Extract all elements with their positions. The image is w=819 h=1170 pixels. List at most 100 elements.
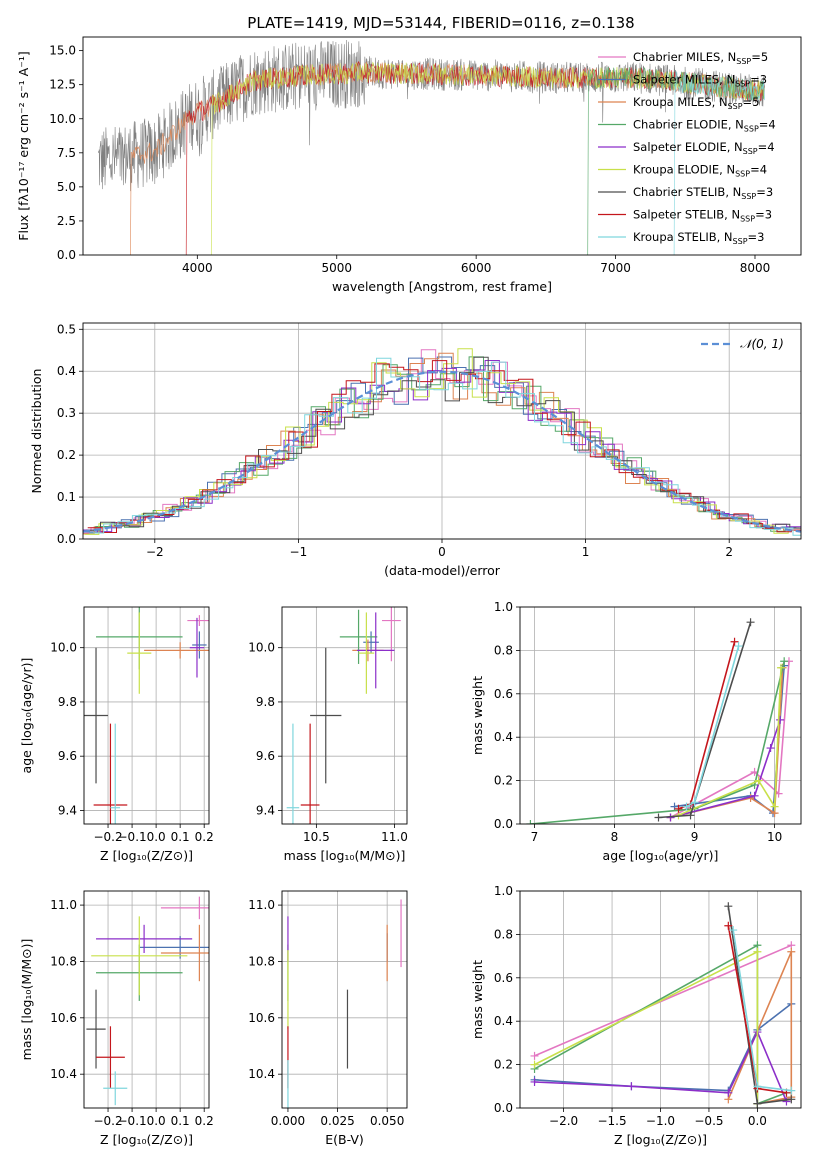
y-tick-label: 0.4 (494, 730, 513, 744)
model-spectrum (673, 71, 765, 255)
x-axis-label: mass [log₁₀(M/M⊙)] (284, 848, 406, 863)
x-tick-label: 8000 (740, 261, 771, 275)
y-tick-label: 2.5 (57, 214, 76, 228)
histogram-step (83, 360, 801, 533)
y-tick-label: 15.0 (49, 44, 76, 58)
x-tick-label: 0.2 (195, 1114, 214, 1128)
x-tick-label: −2 (146, 545, 164, 559)
x-axis-label: Z [log₁₀(Z/Z⊙)] (614, 1132, 707, 1147)
x-tick-label: 10.5 (303, 830, 330, 844)
weight-line (534, 944, 792, 1057)
legend-label: Salpeter ELODIE, NSSP=4 (633, 140, 775, 156)
weight-marker (670, 802, 679, 811)
x-tick-label: 6000 (461, 261, 492, 275)
weight-marker (780, 657, 789, 666)
panel-weight-age: 7 8 9 10 0.0 0.2 0.4 0.6 0.8 1.0 age [log₁₀(age/yr… (470, 600, 802, 863)
x-axis-label: (data-model)/error (384, 563, 501, 578)
panel-weight-z: −2.0 −1.5 −1.0 −0.5 0.0 0.0 0.2 0.4 0.6 0.8 1.0 Z [… (470, 884, 802, 1147)
y-tick-label: 0.4 (494, 1014, 513, 1028)
y-tick-label: 0.8 (494, 643, 513, 657)
weight-marker (674, 804, 683, 813)
panel-age-z: −0.2−0.1 0.0 0.1 0.2 9.4 9.6 9.8 10.0 Z [log₁₀(Z… (19, 606, 214, 863)
weight-marker (530, 1077, 539, 1086)
weight-marker (753, 947, 762, 956)
x-axis-label: Z [log₁₀(Z/Z⊙)] (100, 848, 193, 863)
legend-label: Chabrier MILES, NSSP=5 (633, 50, 768, 66)
error-bars (84, 607, 209, 824)
error-bars (287, 899, 402, 1108)
y-tick-label: 9.6 (256, 749, 275, 763)
x-tick-label: −0.1 (118, 1114, 147, 1128)
weight-marker (787, 1095, 796, 1104)
x-tick-label: 0 (438, 545, 446, 559)
model-spectrum (130, 61, 765, 255)
y-tick-label: 9.4 (58, 803, 77, 817)
x-tick-label: 0.0 (147, 830, 166, 844)
x-tick-label: −2.0 (549, 1114, 578, 1128)
y-tick-label: 11.0 (50, 898, 77, 912)
y-tick-label: 9.6 (58, 749, 77, 763)
x-tick-label: 1 (582, 545, 590, 559)
panel-mass-ebv: 0.000 0.025 0.050 10.4 10.6 10.8 11.0 E(B-V) (248, 890, 408, 1147)
panel-age-mass: 10.5 11.0 9.4 9.6 9.8 10.0 mass [log₁₀(M/M⊙)] (248, 606, 408, 863)
y-tick-label: 10.6 (50, 1011, 77, 1025)
grid (84, 891, 209, 1108)
x-tick-label: 9 (691, 830, 699, 844)
weight-lines (526, 618, 793, 824)
axes-frame (83, 890, 210, 1109)
y-tick-label: 9.4 (256, 803, 275, 817)
weight-marker (724, 902, 733, 911)
weight-marker (766, 744, 775, 753)
y-tick-label: 5.0 (57, 180, 76, 194)
weight-marker (750, 791, 759, 800)
weight-marker (787, 1086, 796, 1095)
legend-label: Chabrier STELIB, NSSP=3 (633, 185, 773, 201)
x-tick-label: −0.2 (93, 1114, 122, 1128)
x-tick-label: 7000 (600, 261, 631, 275)
legend-label: Kroupa MILES, NSSP=5 (633, 95, 759, 111)
axes-frame (281, 890, 408, 1109)
x-tick-label: 11.0 (381, 830, 408, 844)
panel-residuals: −2 −1 0 1 2 0.0 0.1 0.2 0.3 0.4 0.5 (data-model)/er… (29, 322, 802, 578)
x-axis-label: Z [log₁₀(Z/Z⊙)] (100, 1132, 193, 1147)
weight-marker (753, 1099, 762, 1108)
x-tick-label: −0.2 (93, 830, 122, 844)
y-tick-label: 0.3 (57, 406, 76, 420)
histogram-step (89, 357, 801, 536)
y-tick-label: 0.2 (494, 1058, 513, 1072)
x-axis-label: E(B-V) (325, 1132, 364, 1147)
weight-marker (753, 1082, 762, 1091)
legend: Chabrier MILES, NSSP=5 Salpeter MILES, NS… (598, 50, 776, 246)
spectrum-lines (98, 39, 765, 255)
y-tick-label: 0.2 (494, 774, 513, 788)
x-tick-label: 0.0 (748, 1114, 767, 1128)
axes-frame (82, 36, 802, 256)
panel-mass-z: −0.2−0.1 0.0 0.1 0.2 10.4 10.6 10.8 11.0 Z [log₁… (19, 890, 214, 1147)
weight-line (670, 719, 781, 819)
weight-marker (754, 776, 763, 785)
y-tick-label: 12.5 (49, 78, 76, 92)
y-tick-label: 0.6 (494, 687, 513, 701)
weight-marker (530, 1051, 539, 1060)
panel-spectrum: 4000 5000 6000 7000 8000 0.0 2.5 5.0 7.5 10.0 12.5… (16, 36, 802, 294)
weight-marker (782, 1097, 791, 1106)
weight-marker (787, 947, 796, 956)
y-tick-label: 0.4 (57, 364, 76, 378)
error-bars (86, 896, 209, 1106)
weight-marker (729, 926, 738, 935)
weight-marker (627, 1082, 636, 1091)
weight-marker (730, 637, 739, 646)
weight-marker (690, 798, 699, 807)
x-tick-label: 0.000 (271, 1114, 305, 1128)
x-tick-label: 5000 (321, 261, 352, 275)
x-tick-label: −1.5 (597, 1114, 626, 1128)
y-tick-label: 10.6 (248, 1011, 275, 1025)
y-tick-label: 9.8 (256, 695, 275, 709)
histogram-step (83, 352, 798, 535)
weight-marker (724, 1088, 733, 1097)
y-tick-label: 9.8 (58, 695, 77, 709)
y-tick-label: 10.4 (50, 1067, 77, 1081)
weight-marker (776, 663, 785, 672)
y-axis-label: mass [log₁₀(M/M⊙)] (19, 939, 34, 1061)
axes-frame (281, 606, 408, 825)
